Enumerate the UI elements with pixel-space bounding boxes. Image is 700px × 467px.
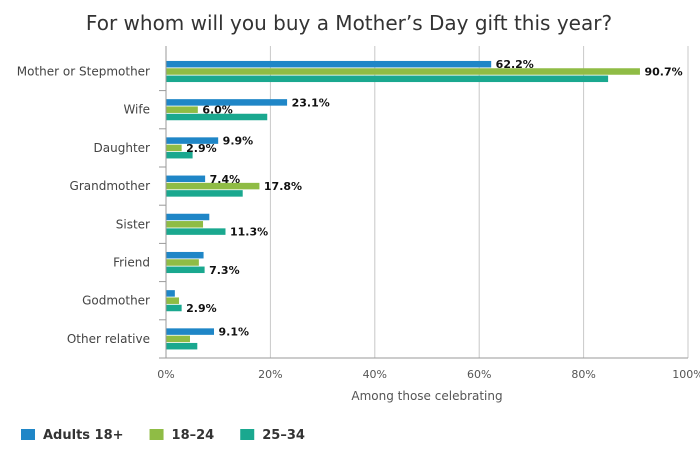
bar [166, 328, 215, 335]
data-label: 7.4% [210, 173, 241, 186]
bar [166, 213, 210, 221]
data-label: 6.0% [202, 104, 233, 117]
bar [166, 68, 640, 75]
x-tick-label: 20% [258, 368, 282, 381]
data-label: 23.1% [292, 96, 330, 109]
bar [166, 75, 609, 83]
bar [166, 144, 182, 152]
data-label: 9.1% [219, 326, 250, 339]
bar [166, 137, 219, 144]
chart-title: For whom will you buy a Mother’s Day gif… [86, 11, 612, 35]
bar [166, 106, 198, 113]
bar [166, 228, 226, 235]
data-label: 62.2% [496, 58, 534, 71]
legend-swatch [240, 429, 255, 440]
category-label: Wife [123, 103, 150, 117]
x-axis-label: Among those celebrating [351, 389, 502, 403]
x-tick-label: 0% [157, 368, 174, 381]
category-label: Godmother [82, 294, 150, 308]
bar [166, 342, 198, 350]
data-label: 90.7% [644, 66, 682, 79]
bar [166, 221, 204, 228]
data-label: 9.9% [223, 135, 254, 148]
bar [166, 190, 243, 197]
bar [166, 182, 260, 190]
data-label: 11.3% [230, 226, 268, 239]
x-tick-label: 60% [467, 368, 491, 381]
bar [166, 297, 180, 304]
data-label: 2.9% [186, 302, 217, 315]
bar [166, 251, 204, 259]
bar [166, 113, 268, 121]
legend-swatch [149, 429, 164, 440]
bar [166, 175, 206, 183]
bar [166, 304, 182, 312]
category-label: Mother or Stepmother [17, 65, 150, 79]
legend-label: Adults 18+ [43, 428, 124, 443]
data-label: 17.8% [264, 180, 302, 193]
bar [166, 259, 199, 266]
data-labels: 62.2% 90.7% 23.1% 6.0% 9.9% 2.9% 7.4% 17.8% 11.3… [186, 58, 682, 338]
x-tick-label: 80% [571, 368, 595, 381]
category-label: Sister [116, 217, 150, 231]
legend-label: 25–34 [262, 428, 305, 443]
x-tick-label: 40% [363, 368, 387, 381]
data-label: 7.3% [209, 264, 240, 277]
bars [166, 60, 640, 350]
category-label: Grandmother [70, 179, 151, 193]
legend-item[interactable]: 25–34 [240, 428, 305, 443]
bar [166, 60, 492, 68]
category-labels: Mother or Stepmother Wife Daughter Grandmot… [17, 65, 166, 359]
category-label: Friend [113, 256, 150, 270]
bar [166, 266, 205, 274]
category-label: Other relative [67, 332, 150, 346]
x-axis-ticks: 0% 20% 40% 60% 80% 100% [157, 368, 700, 381]
legend: Adults 18+ 18–24 25–34 [21, 428, 305, 443]
legend-label: 18–24 [172, 428, 215, 443]
data-label: 2.9% [186, 142, 217, 155]
category-label: Daughter [94, 141, 151, 155]
bar [166, 290, 175, 297]
x-tick-label: 100% [672, 368, 700, 381]
bar [166, 99, 288, 106]
bar [166, 151, 193, 159]
legend-item[interactable]: Adults 18+ [21, 428, 124, 443]
bar [166, 335, 190, 343]
grid [165, 46, 689, 359]
legend-item[interactable]: 18–24 [149, 428, 215, 443]
legend-swatch [21, 429, 35, 440]
